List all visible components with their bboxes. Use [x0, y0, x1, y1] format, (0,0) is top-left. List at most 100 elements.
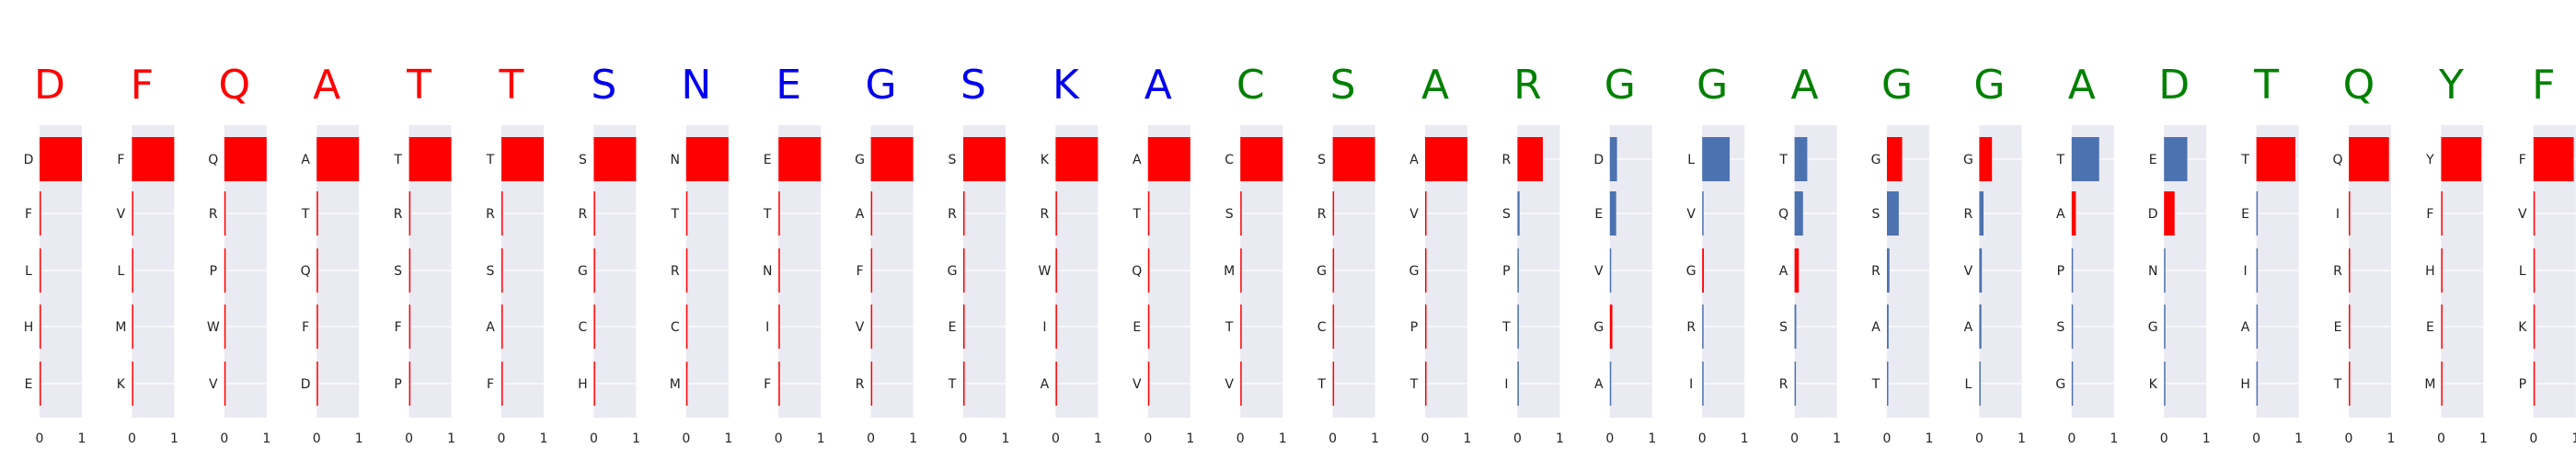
probability-bar: [2164, 248, 2166, 293]
x-tick-label: 0: [867, 431, 875, 446]
x-tick-label: 0: [1790, 431, 1799, 446]
category-label: S: [1502, 207, 1511, 222]
logo-panel: A A V G P T 0 1: [1409, 62, 1472, 446]
residue-header: G: [1696, 62, 1728, 109]
probability-bar: [316, 305, 318, 349]
logo-panel: G G R V A L 0 1: [1963, 62, 2026, 446]
category-label: M: [670, 377, 681, 392]
category-label: R: [856, 377, 865, 392]
probability-bar: [2071, 305, 2074, 349]
x-tick-label: 0: [960, 431, 968, 446]
x-tick-label: 1: [1094, 431, 1102, 446]
probability-bar: [40, 137, 82, 181]
category-label: N: [2148, 264, 2157, 279]
logo-panel: T T E I A H 0 1: [2240, 62, 2303, 446]
x-tick-label: 1: [909, 431, 917, 446]
probability-bar: [593, 191, 595, 236]
category-label: A: [1133, 153, 1142, 167]
probability-bar: [963, 191, 965, 236]
logo-panel: A A T Q E V 0 1: [1132, 62, 1194, 446]
category-label: H: [578, 377, 588, 392]
probability-bar: [1240, 248, 1242, 293]
probability-bar: [593, 248, 595, 293]
probability-bar: [1979, 248, 1983, 293]
probability-bar: [2533, 248, 2536, 293]
probability-bar: [1425, 362, 1427, 406]
residue-header: F: [131, 62, 154, 109]
x-tick-label: 1: [2387, 431, 2396, 446]
category-label: G: [2148, 320, 2158, 335]
probability-bar: [1240, 362, 1242, 406]
probability-bar: [1332, 305, 1335, 349]
category-label: P: [394, 377, 401, 392]
category-label: I: [1689, 377, 1693, 392]
category-label: R: [1964, 207, 1973, 222]
probability-bar: [316, 248, 318, 293]
category-label: F: [857, 264, 864, 279]
probability-bar: [408, 305, 411, 349]
probability-bar: [870, 362, 873, 406]
probability-bar: [593, 305, 595, 349]
category-label: F: [395, 320, 402, 335]
category-label: A: [1964, 320, 1973, 335]
category-label: L: [117, 264, 124, 279]
x-tick-label: 0: [2345, 431, 2353, 446]
probability-bar: [2441, 305, 2443, 349]
residue-header: G: [1881, 62, 1913, 109]
category-label: T: [1501, 320, 1511, 335]
x-tick-label: 0: [1975, 431, 1984, 446]
probability-bar: [1055, 248, 1057, 293]
residue-header: D: [34, 62, 65, 109]
x-tick-label: 0: [1144, 431, 1152, 446]
probability-bar: [2256, 305, 2259, 349]
probability-bar: [2441, 137, 2482, 181]
logo-panel: T T R S F P 0 1: [393, 62, 455, 446]
probability-bar: [1702, 137, 1731, 181]
category-label: H: [24, 320, 34, 335]
category-label: G: [2055, 377, 2065, 392]
category-label: G: [1963, 153, 1973, 167]
probability-bar: [2349, 248, 2351, 293]
probability-bar: [2349, 362, 2351, 406]
category-label: G: [1593, 320, 1604, 335]
category-label: S: [394, 264, 402, 279]
x-tick-label: 1: [1371, 431, 1379, 446]
category-label: E: [2241, 207, 2249, 222]
category-label: R: [1871, 264, 1880, 279]
probability-bar: [685, 191, 688, 236]
category-label: R: [579, 207, 588, 222]
category-label: T: [763, 207, 772, 222]
probability-bar: [2071, 248, 2074, 293]
x-tick-label: 1: [1002, 431, 1010, 446]
category-label: A: [1409, 153, 1419, 167]
logo-panel: S S R G C T 0 1: [1317, 62, 1379, 446]
category-label: V: [1225, 377, 1234, 392]
category-label: F: [2519, 153, 2526, 167]
category-label: R: [1317, 207, 1327, 222]
x-tick-label: 1: [355, 431, 363, 446]
probability-bar: [1147, 137, 1190, 181]
category-label: T: [393, 153, 402, 167]
category-label: S: [1317, 153, 1326, 167]
probability-bar: [2164, 362, 2166, 406]
residue-header: R: [1513, 62, 1542, 109]
probability-bar: [1425, 248, 1427, 293]
category-label: R: [1686, 320, 1696, 335]
category-label: W: [1038, 264, 1051, 279]
probability-bar: [316, 137, 360, 181]
logo-panel: F F V L M K 0 1: [115, 62, 178, 446]
x-tick-label: 1: [2018, 431, 2026, 446]
category-label: E: [25, 377, 33, 392]
probability-bar: [2071, 191, 2076, 236]
x-tick-label: 0: [405, 431, 413, 446]
category-label: D: [301, 377, 311, 392]
logo-panel: F F V L K P 0 1: [2518, 62, 2576, 446]
category-label: I: [1504, 377, 1508, 392]
probability-bar: [132, 305, 133, 349]
x-tick-label: 0: [1052, 431, 1060, 446]
probability-bar: [870, 137, 914, 181]
probability-bar: [1055, 362, 1057, 406]
probability-bar: [1979, 362, 1981, 406]
logo-panel: D D F L H E 0 1: [24, 62, 86, 446]
category-label: A: [856, 207, 865, 222]
